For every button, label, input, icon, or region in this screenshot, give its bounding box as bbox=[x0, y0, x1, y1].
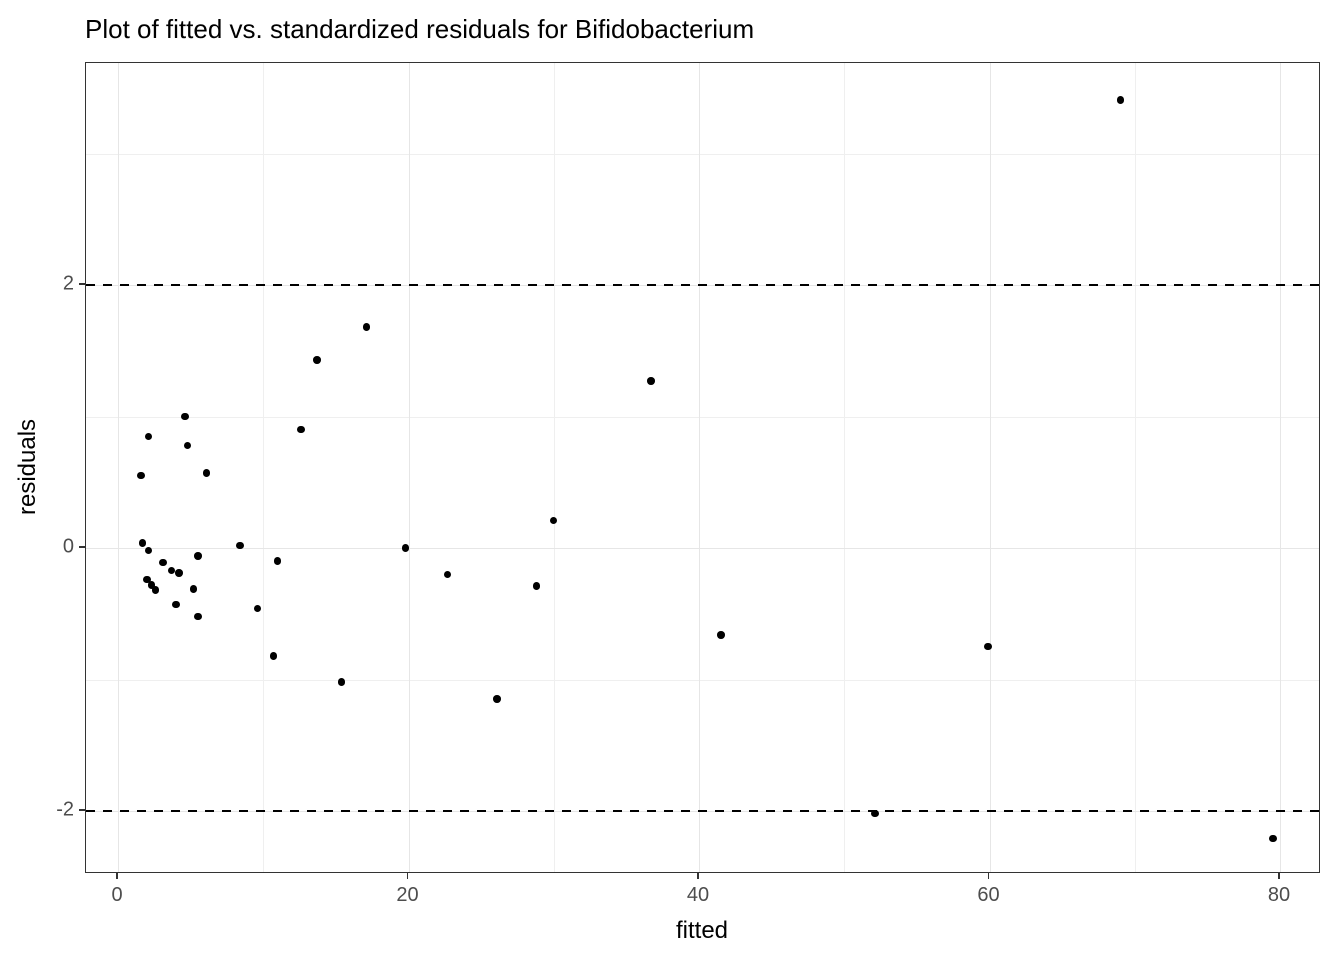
data-point bbox=[143, 575, 151, 584]
y-minor-gridline bbox=[86, 679, 1319, 681]
plot-panel bbox=[85, 62, 1320, 873]
y-major-gridline bbox=[86, 548, 1319, 550]
data-point bbox=[159, 558, 167, 567]
data-point bbox=[273, 557, 282, 565]
data-point bbox=[194, 552, 202, 560]
data-point bbox=[871, 809, 879, 818]
data-point bbox=[151, 586, 160, 594]
data-point bbox=[236, 541, 244, 550]
y-axis-tick bbox=[79, 809, 85, 811]
data-point bbox=[532, 582, 541, 590]
x-axis-tick-label: 40 bbox=[686, 884, 710, 906]
x-axis-tick-label: 60 bbox=[977, 884, 1000, 906]
reference-line-y2 bbox=[86, 284, 1319, 287]
y-axis-tick bbox=[79, 283, 85, 285]
y-axis-tick bbox=[79, 546, 85, 548]
data-point bbox=[647, 377, 655, 385]
data-point bbox=[1269, 834, 1277, 843]
x-major-gridline bbox=[989, 63, 991, 872]
data-point bbox=[362, 323, 371, 331]
data-point bbox=[172, 600, 180, 609]
data-point bbox=[138, 539, 147, 547]
data-point bbox=[401, 544, 410, 552]
x-axis-tick bbox=[406, 873, 409, 879]
x-minor-gridline bbox=[553, 63, 555, 872]
x-axis-tick bbox=[697, 873, 699, 879]
data-point bbox=[137, 471, 145, 480]
data-point bbox=[202, 469, 211, 477]
data-point bbox=[493, 695, 501, 703]
x-major-gridline bbox=[699, 63, 701, 872]
x-major-gridline bbox=[408, 63, 410, 872]
y-axis-tick-label: -2 bbox=[56, 798, 74, 821]
data-point bbox=[181, 412, 189, 421]
y-minor-gridline bbox=[86, 153, 1319, 155]
x-axis-tick bbox=[116, 873, 118, 879]
x-axis-tick bbox=[987, 873, 990, 879]
data-point bbox=[144, 432, 153, 441]
data-point bbox=[1116, 96, 1125, 104]
data-point bbox=[443, 570, 452, 579]
x-axis-tick-label: 20 bbox=[396, 884, 419, 906]
y-axis-title: residuals bbox=[14, 418, 41, 516]
data-point bbox=[253, 604, 262, 613]
x-axis-tick-label: 80 bbox=[1267, 884, 1291, 906]
x-axis-title: fitted bbox=[675, 917, 729, 944]
data-point bbox=[984, 642, 992, 651]
data-point bbox=[194, 612, 202, 621]
data-point bbox=[144, 546, 153, 555]
data-point bbox=[297, 425, 305, 434]
data-point bbox=[549, 516, 558, 525]
reference-line-y-2 bbox=[86, 809, 1319, 812]
data-point bbox=[337, 678, 346, 686]
x-minor-gridline bbox=[1134, 63, 1136, 872]
data-point bbox=[313, 356, 321, 364]
plot-title: Plot of fitted vs. standardized residual… bbox=[85, 14, 755, 44]
x-minor-gridline bbox=[263, 63, 265, 872]
x-major-gridline bbox=[118, 63, 120, 872]
data-point bbox=[167, 566, 176, 575]
y-axis-tick-label: 2 bbox=[62, 272, 74, 295]
x-major-gridline bbox=[1280, 63, 1282, 872]
data-point bbox=[717, 631, 725, 639]
y-minor-gridline bbox=[86, 416, 1319, 418]
data-point bbox=[189, 585, 198, 593]
data-point bbox=[175, 569, 183, 577]
data-point bbox=[269, 652, 278, 660]
data-point bbox=[183, 441, 192, 450]
x-minor-gridline bbox=[844, 63, 846, 872]
y-axis-tick-label: 0 bbox=[62, 535, 74, 558]
x-axis-tick bbox=[1278, 873, 1280, 879]
data-point bbox=[147, 581, 156, 589]
x-axis-tick-label: 0 bbox=[111, 884, 123, 906]
